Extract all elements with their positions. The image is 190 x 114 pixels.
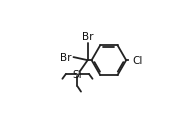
Text: Br: Br [82,31,93,41]
Text: Cl: Cl [133,56,143,66]
Text: Si: Si [73,69,82,79]
Text: Br: Br [60,53,72,62]
